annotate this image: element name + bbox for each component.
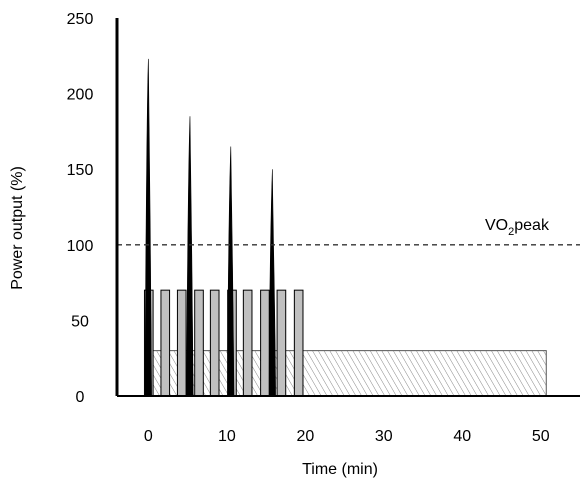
x-tick-label-40: 40 <box>453 428 471 445</box>
x-tick-label-0: 0 <box>144 428 153 445</box>
x-tick-label-10: 10 <box>218 428 236 445</box>
sprint-bar-5 <box>209 289 220 397</box>
reference-label-sub: 2 <box>508 226 514 238</box>
reference-line-label: VO2peak <box>485 217 550 238</box>
x-tick-label-50: 50 <box>532 428 550 445</box>
sprint-bar-8 <box>260 289 270 397</box>
y-tick-label-0: 0 <box>76 389 85 406</box>
power-spike-4 <box>268 169 276 397</box>
reference-label-tail: peak <box>514 217 550 234</box>
power-spike-2 <box>186 116 194 397</box>
y-axis-label: Power output (%) <box>9 166 26 290</box>
sprint-bar-3 <box>176 289 187 397</box>
x-axis-label: Time (min) <box>302 461 378 478</box>
power-spikes-layer <box>144 58 276 397</box>
y-tick-label-250: 250 <box>67 11 94 28</box>
x-tick-label-20: 20 <box>296 428 314 445</box>
power-spike-3 <box>227 146 235 397</box>
power-spike-1 <box>144 58 152 397</box>
tick-labels-layer: 0 50 100 150 200 250 0 10 20 30 40 50 <box>67 11 550 445</box>
y-tick-label-200: 200 <box>67 87 94 104</box>
sprint-bar-7 <box>242 289 253 397</box>
y-tick-label-150: 150 <box>67 162 94 179</box>
reference-label-main: VO <box>485 217 508 234</box>
y-tick-label-50: 50 <box>71 313 89 330</box>
sprint-bar-4 <box>194 289 204 397</box>
y-tick-label-100: 100 <box>67 238 94 255</box>
axes-layer <box>115 18 580 397</box>
x-tick-label-30: 30 <box>375 428 393 445</box>
sprint-bar-9 <box>276 289 287 397</box>
sprint-bar-10 <box>293 289 304 397</box>
sprint-bar-2 <box>160 289 171 397</box>
